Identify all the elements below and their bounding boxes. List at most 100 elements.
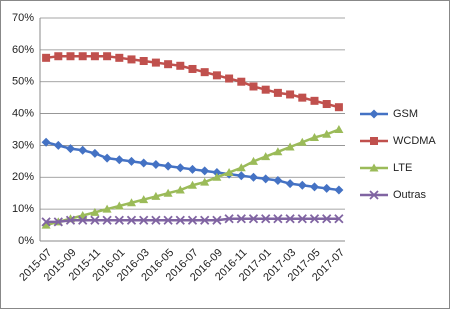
point-marker: [175, 185, 185, 194]
legend-label: Outras: [393, 189, 427, 201]
point-marker: [102, 215, 112, 225]
point-marker: [310, 96, 319, 105]
point-marker: [187, 215, 198, 225]
y-tick-label: 60%: [12, 44, 34, 56]
point-marker: [163, 188, 173, 197]
y-tick-label: 50%: [12, 76, 34, 88]
legend-marker: [369, 163, 379, 172]
point-marker: [322, 214, 332, 224]
point-marker: [90, 207, 100, 216]
point-marker: [285, 179, 295, 189]
point-marker: [41, 220, 51, 229]
point-marker: [90, 215, 100, 225]
point-marker: [225, 74, 234, 83]
point-marker: [212, 71, 221, 80]
point-marker: [334, 125, 344, 133]
point-marker: [41, 217, 51, 227]
point-marker: [127, 55, 136, 64]
point-marker: [188, 180, 197, 189]
point-marker: [139, 215, 149, 225]
point-marker: [151, 160, 161, 170]
point-marker: [78, 215, 88, 225]
y-tick-label: 30%: [12, 139, 34, 151]
point-marker: [200, 166, 210, 176]
legend-marker: [370, 137, 378, 145]
legend-marker: [369, 190, 379, 200]
point-marker: [249, 82, 258, 91]
point-marker: [310, 182, 319, 192]
point-marker: [249, 172, 258, 182]
point-marker: [127, 156, 136, 166]
point-marker: [273, 147, 283, 156]
point-marker: [78, 145, 88, 155]
point-marker: [334, 103, 343, 112]
point-marker: [334, 214, 344, 224]
point-marker: [224, 168, 234, 177]
point-marker: [151, 191, 161, 200]
point-marker: [175, 215, 185, 225]
point-marker: [236, 171, 246, 181]
point-marker: [175, 163, 185, 173]
point-marker: [200, 177, 210, 186]
point-marker: [273, 214, 283, 224]
point-marker: [90, 148, 100, 158]
legend-marker: [369, 109, 379, 119]
point-marker: [164, 60, 173, 69]
point-marker: [236, 214, 246, 224]
y-tick-label: 10%: [12, 203, 34, 215]
point-marker: [90, 52, 99, 61]
point-marker: [212, 172, 222, 181]
point-marker: [273, 175, 283, 185]
point-marker: [200, 68, 209, 77]
point-marker: [310, 132, 319, 141]
point-marker: [139, 158, 149, 168]
legend-label: GSM: [393, 108, 418, 120]
point-marker: [224, 214, 234, 224]
point-marker: [297, 137, 307, 146]
point-marker: [188, 164, 197, 174]
point-marker: [236, 163, 246, 172]
point-marker: [297, 214, 307, 224]
y-tick-label: 0%: [18, 235, 34, 247]
point-marker: [322, 129, 332, 138]
point-marker: [102, 204, 112, 213]
point-marker: [212, 215, 222, 225]
legend-label: LTE: [393, 162, 412, 174]
point-marker: [65, 215, 76, 225]
point-marker: [102, 153, 112, 163]
point-marker: [66, 144, 75, 154]
point-marker: [42, 53, 51, 62]
point-marker: [139, 57, 148, 66]
point-marker: [53, 217, 63, 227]
point-marker: [298, 93, 307, 102]
point-marker: [249, 156, 258, 165]
point-marker: [151, 58, 160, 67]
y-tick-label: 70%: [12, 12, 34, 24]
point-marker: [114, 215, 124, 225]
point-marker: [261, 85, 270, 94]
point-marker: [176, 61, 185, 70]
point-marker: [41, 137, 51, 147]
point-marker: [114, 201, 124, 210]
point-marker: [114, 155, 124, 165]
point-marker: [285, 214, 295, 224]
point-marker: [139, 195, 149, 204]
point-marker: [127, 198, 136, 207]
y-tick-label: 40%: [12, 107, 34, 119]
point-marker: [285, 142, 295, 151]
point-marker: [309, 214, 320, 224]
point-marker: [261, 214, 271, 224]
point-marker: [200, 215, 210, 225]
point-marker: [261, 174, 271, 184]
point-marker: [322, 100, 331, 109]
point-marker: [115, 53, 124, 62]
point-marker: [212, 168, 222, 178]
point-marker: [188, 64, 197, 73]
point-marker: [261, 152, 271, 161]
point-marker: [103, 52, 112, 61]
point-marker: [151, 215, 161, 225]
point-marker: [297, 180, 307, 190]
point-marker: [237, 77, 246, 86]
